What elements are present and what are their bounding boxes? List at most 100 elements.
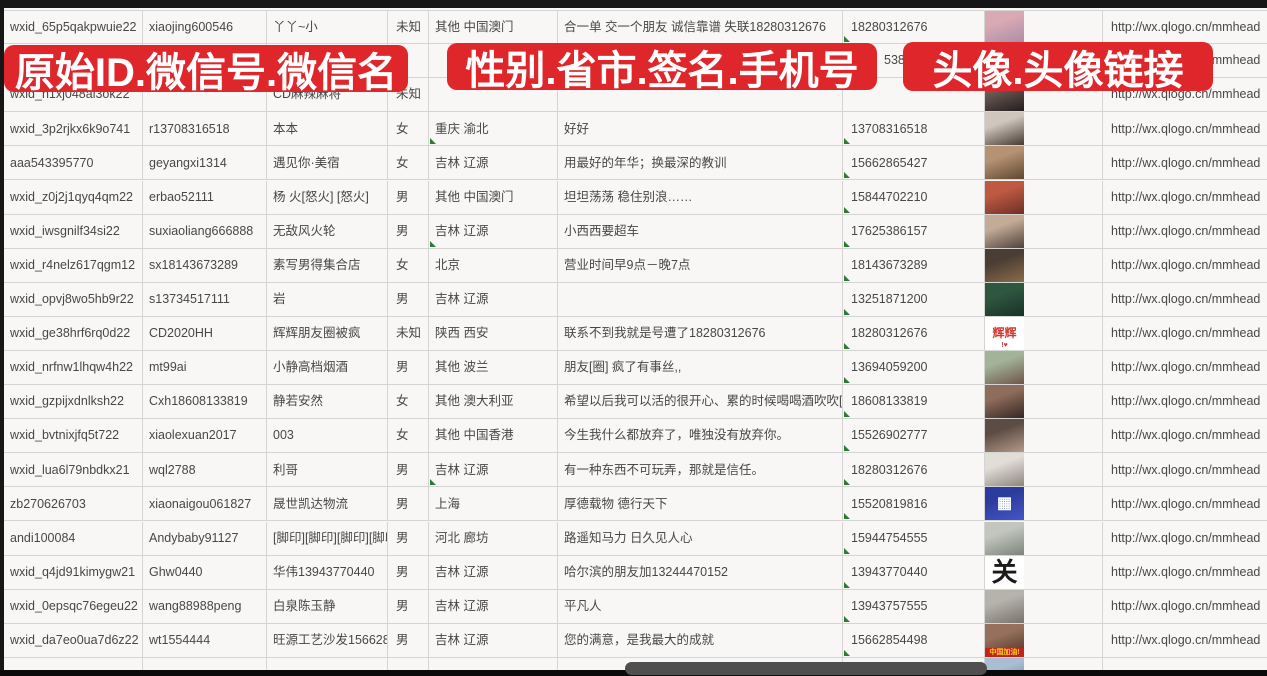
cell-avatar[interactable]: 关 — [985, 555, 1103, 590]
cell-avatar[interactable]: 辉辉 !♥ — [985, 316, 1103, 351]
cell-phone[interactable]: 18280312676 — [843, 453, 985, 488]
cell-phone[interactable]: 13943770440 — [843, 555, 985, 590]
cell-region[interactable]: 其他 澳大利亚 — [429, 385, 558, 420]
cell-avatar[interactable]: 中国加油! — [985, 623, 1103, 658]
cell-original-id[interactable]: wxid_lua6l79nbdkx21 — [4, 453, 143, 488]
cell-avatar[interactable] — [985, 453, 1103, 488]
cell-gender[interactable]: 女 — [388, 112, 429, 147]
cell-wechat-id[interactable] — [143, 657, 267, 676]
cell-phone[interactable]: 13708316518 — [843, 112, 985, 147]
cell-avatar-link[interactable]: http://wx.qlogo.cn/mmhead — [1103, 385, 1267, 420]
cell-wechat-name[interactable]: 无敌风火轮 — [267, 214, 388, 249]
cell-region[interactable]: 河北 廊坊 — [429, 521, 558, 556]
cell-signature[interactable]: 哈尔滨的朋友加13244470152 — [558, 555, 843, 590]
cell-avatar[interactable] — [985, 419, 1103, 454]
cell-avatar-link[interactable]: http://wx.qlogo.cn/mmhead — [1103, 283, 1267, 317]
cell-avatar-link[interactable]: http://wx.qlogo.cn/mmhead — [1103, 78, 1267, 113]
cell-region[interactable]: 上海 — [429, 487, 558, 522]
cell-gender[interactable]: 女 — [388, 385, 429, 420]
cell-phone[interactable]: 18143673289 — [843, 248, 985, 283]
cell-phone[interactable]: 18280312676 — [843, 10, 985, 45]
cell-wechat-name[interactable]: 辉辉朋友圈被疯 — [267, 316, 388, 351]
cell-wechat-id[interactable]: wang88988peng — [143, 589, 267, 624]
cell-wechat-name[interactable]: 丫丫~小 — [267, 10, 388, 45]
cell-wechat-id[interactable]: xiaonaigou061827 — [143, 487, 267, 522]
cell-avatar-link[interactable]: http://wx.qlogo.cn/mmhead — [1103, 556, 1267, 590]
cell-wechat-id[interactable]: mt99ai — [143, 351, 267, 386]
cell-avatar-link[interactable]: http://wx.qlogo.cn/mmhead — [1103, 317, 1267, 351]
cell-gender[interactable]: 女 — [388, 146, 429, 181]
cell-signature[interactable]: 好好 — [558, 112, 843, 147]
cell-wechat-name[interactable]: 旺源工艺沙发15662854 — [267, 623, 388, 658]
cell-avatar-link[interactable]: http://wx.qlogo.cn/mmhead — [1103, 215, 1267, 249]
cell-wechat-id[interactable]: wql2788 — [143, 453, 267, 488]
cell-avatar-link[interactable]: http://wx.qlogo.cn/mmhead — [1103, 146, 1267, 181]
cell-avatar-link[interactable]: http://wx.qlogo.cn/mmhead — [1103, 249, 1267, 283]
cell-avatar-link[interactable]: http://wx.qlogo.cn/mmhead — [1103, 419, 1267, 454]
cell-signature[interactable]: 营业时间早9点－晚7点 — [558, 248, 843, 283]
cell-original-id[interactable]: wxid_bvtnixjfq5t722 — [4, 419, 143, 454]
cell-gender[interactable]: 女 — [388, 419, 429, 454]
cell-wechat-id[interactable]: erbao52111 — [143, 180, 267, 215]
cell-avatar-link[interactable]: http://wx.qlogo.cn/mmhead — [1103, 522, 1267, 556]
cell-wechat-id[interactable] — [143, 78, 267, 113]
cell-wechat-id[interactable]: r13708316518 — [143, 112, 267, 147]
cell-original-id[interactable]: wxid_gzpijxdnlksh22 — [4, 385, 143, 420]
cell-phone[interactable]: 18608133819 — [843, 385, 985, 420]
cell-wechat-id[interactable]: Ghw0440 — [143, 555, 267, 590]
cell-original-id[interactable]: wxid_da7eo0ua7d6z22 — [4, 623, 143, 658]
cell-wechat-id[interactable]: s13734517111 — [143, 282, 267, 317]
cell-wechat-id[interactable]: CD2020HH — [143, 316, 267, 351]
cell-original-id[interactable]: wxid_0epsqc76egeu22 — [4, 589, 143, 624]
cell-region[interactable]: 吉林 辽源 — [429, 146, 558, 181]
cell-wechat-id[interactable]: wt1554444 — [143, 623, 267, 658]
cell-gender[interactable]: 未知 — [388, 10, 429, 45]
cell-wechat-id[interactable]: Cxh18608133819 — [143, 385, 267, 420]
cell-original-id[interactable]: wxid_65p5qakpwuie22 — [4, 10, 143, 45]
cell-original-id[interactable]: zb270626703 — [4, 487, 143, 522]
cell-wechat-id[interactable]: xiaolexuan2017 — [143, 419, 267, 454]
cell-original-id[interactable]: wxid_opvj8wo5hb9r22 — [4, 282, 143, 317]
cell-avatar-link[interactable]: http://wx.qlogo.cn/mmhead — [1103, 112, 1267, 147]
cell-signature[interactable]: 您的满意，是我最大的成就 — [558, 623, 843, 658]
cell-gender[interactable]: 男 — [388, 589, 429, 624]
cell-avatar[interactable] — [985, 282, 1103, 317]
cell-signature[interactable]: 联系不到我就是号遭了18280312676 — [558, 316, 843, 351]
cell-phone[interactable] — [843, 78, 985, 113]
cell-avatar-link[interactable]: http://wx.qlogo.cn/mmhead — [1103, 590, 1267, 624]
cell-avatar[interactable] — [985, 180, 1103, 215]
cell-region[interactable]: 其他 中国澳门 — [429, 180, 558, 215]
cell-gender[interactable]: 男 — [388, 555, 429, 590]
cell-avatar[interactable] — [985, 10, 1103, 45]
cell-avatar[interactable]: ▦ — [985, 487, 1103, 522]
cell-avatar-link[interactable]: http://wx.qlogo.cn/mmhead — [1103, 453, 1267, 488]
cell-original-id[interactable]: wxid_q4jd91kimygw21 — [4, 555, 143, 590]
cell-wechat-name[interactable]: 遇见你·美宿 — [267, 146, 388, 181]
cell-phone[interactable]: 13943757555 — [843, 589, 985, 624]
cell-avatar-link[interactable]: http://wx.qlogo.cn/mmhead — [1103, 10, 1267, 45]
cell-phone[interactable]: 15662865427 — [843, 146, 985, 181]
cell-region[interactable]: 吉林 辽源 — [429, 453, 558, 488]
cell-wechat-name[interactable]: 利哥 — [267, 453, 388, 488]
cell-wechat-id[interactable]: Andybaby91127 — [143, 521, 267, 556]
cell-gender[interactable] — [388, 657, 429, 676]
cell-region[interactable] — [429, 657, 558, 676]
cell-signature[interactable]: 用最好的年华；换最深的教训 — [558, 146, 843, 181]
cell-gender[interactable]: 男 — [388, 623, 429, 658]
cell-signature[interactable]: 朋友[圈] 疯了有事丝,, — [558, 351, 843, 386]
cell-wechat-name[interactable]: [脚印][脚印][脚印][脚印] — [267, 521, 388, 556]
cell-region[interactable]: 其他 波兰 — [429, 351, 558, 386]
cell-gender[interactable]: 男 — [388, 453, 429, 488]
cell-signature[interactable] — [558, 78, 843, 113]
cell-avatar-link[interactable]: http://wx.qlogo.cn/mmhead — [1103, 624, 1267, 658]
cell-original-id[interactable]: wxid_iwsgnilf34si22 — [4, 214, 143, 249]
cell-wechat-name[interactable]: 晟世凯达物流 — [267, 487, 388, 522]
cell-region[interactable]: 吉林 辽源 — [429, 623, 558, 658]
cell-wechat-name[interactable]: 杨 火[怒火] [怒火] — [267, 180, 388, 215]
cell-original-id[interactable]: wxid_nrfnw1lhqw4h22 — [4, 351, 143, 386]
cell-signature[interactable]: 合一单 交一个朋友 诚信靠谱 失联18280312676 — [558, 10, 843, 45]
cell-original-id[interactable]: andi100084 — [4, 521, 143, 556]
cell-wechat-name[interactable]: 静若安然 — [267, 385, 388, 420]
cell-region[interactable]: 陕西 西安 — [429, 316, 558, 351]
cell-gender[interactable] — [388, 44, 429, 79]
